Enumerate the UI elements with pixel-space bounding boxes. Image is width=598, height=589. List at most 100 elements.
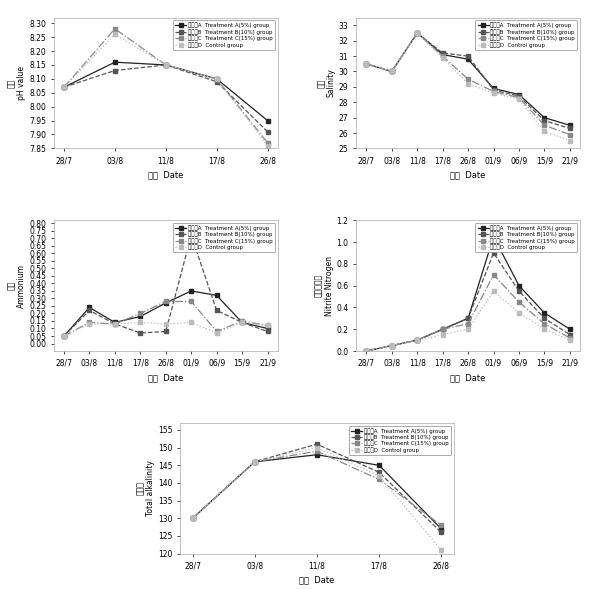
对照组D  Control group [264,322,271,329]
试验组A  Treatment A(5%) group [515,91,523,98]
试验组A  Treatment A(5%) group [313,451,321,458]
试验组C  Treatment C(15%) group [162,298,169,305]
试验组C  Treatment C(15%) group [541,320,548,327]
试验组A  Treatment A(5%) group [465,56,472,63]
试验组A  Treatment A(5%) group [414,29,421,37]
试验组A  Treatment A(5%) group [566,326,573,333]
Line: 对照组D  Control group: 对照组D Control group [62,32,270,148]
Line: 试验组C  Treatment C(15%) group: 试验组C Treatment C(15%) group [62,27,270,145]
对照组D  Control group [414,336,421,343]
对照组D  Control group [264,142,271,149]
对照组D  Control group [541,326,548,333]
试验组C  Treatment C(15%) group [111,320,118,327]
Line: 试验组C  Treatment C(15%) group: 试验组C Treatment C(15%) group [62,299,270,339]
试验组B  Treatment B(10%) group [515,287,523,294]
Legend: 试验组A  Treatment A(5%) group, 试验组B  Treatment B(10%) group, 试验组C  Treatment C(15%: 试验组A Treatment A(5%) group, 试验组B Treatme… [475,21,577,49]
试验组A  Treatment A(5%) group [388,342,395,349]
试验组C  Treatment C(15%) group [566,131,573,138]
试验组C  Treatment C(15%) group [490,272,497,279]
对照组D  Control group [490,287,497,294]
试验组A  Treatment A(5%) group [566,122,573,129]
Line: 试验组A  Treatment A(5%) group: 试验组A Treatment A(5%) group [190,452,444,531]
试验组A  Treatment A(5%) group [60,84,68,91]
试验组A  Treatment A(5%) group [490,233,497,240]
Line: 试验组C  Treatment C(15%) group: 试验组C Treatment C(15%) group [364,31,572,137]
试验组C  Treatment C(15%) group [376,476,383,483]
试验组B  Treatment B(10%) group [490,87,497,94]
Legend: 试验组A  Treatment A(5%) group, 试验组B  Treatment B(10%) group, 试验组C  Treatment C(15%: 试验组A Treatment A(5%) group, 试验组B Treatme… [475,223,577,253]
对照组D  Control group [439,331,446,338]
试验组A  Treatment A(5%) group [490,85,497,92]
试验组C  Treatment C(15%) group [414,336,421,343]
试验组A  Treatment A(5%) group [251,458,258,465]
试验组B  Treatment B(10%) group [414,29,421,37]
试验组C  Treatment C(15%) group [86,319,93,326]
试验组A  Treatment A(5%) group [162,61,169,68]
试验组B  Treatment B(10%) group [515,92,523,100]
试验组B  Treatment B(10%) group [438,529,445,536]
Y-axis label: 总碱度
Total alkalinity: 总碱度 Total alkalinity [136,461,155,516]
对照组D  Control group [213,75,220,82]
试验组B  Treatment B(10%) group [376,469,383,476]
Y-axis label: 含量
Ammonium: 含量 Ammonium [7,264,26,307]
Line: 试验组B  Treatment B(10%) group: 试验组B Treatment B(10%) group [62,62,270,134]
对照组D  Control group [189,515,196,522]
试验组A  Treatment A(5%) group [439,326,446,333]
试验组A  Treatment A(5%) group [388,68,395,75]
对照组D  Control group [388,342,395,349]
试验组B  Treatment B(10%) group [566,331,573,338]
试验组C  Treatment C(15%) group [515,94,523,101]
Line: 试验组A  Treatment A(5%) group: 试验组A Treatment A(5%) group [364,234,572,353]
试验组A  Treatment A(5%) group [541,309,548,316]
试验组A  Treatment A(5%) group [239,319,246,326]
Line: 试验组B  Treatment B(10%) group: 试验组B Treatment B(10%) group [364,250,572,353]
试验组A  Treatment A(5%) group [162,299,169,306]
试验组B  Treatment B(10%) group [388,342,395,349]
对照组D  Control group [515,309,523,316]
试验组C  Treatment C(15%) group [439,326,446,333]
试验组A  Treatment A(5%) group [137,313,144,320]
试验组B  Treatment B(10%) group [414,336,421,343]
对照组D  Control group [465,80,472,87]
Line: 对照组D  Control group: 对照组D Control group [364,289,572,353]
Line: 试验组A  Treatment A(5%) group: 试验组A Treatment A(5%) group [364,31,572,128]
对照组D  Control group [363,60,370,67]
试验组A  Treatment A(5%) group [264,325,271,332]
试验组A  Treatment A(5%) group [213,75,220,82]
试验组A  Treatment A(5%) group [376,462,383,469]
试验组C  Treatment C(15%) group [439,52,446,59]
试验组C  Treatment C(15%) group [264,322,271,329]
Line: 对照组D  Control group: 对照组D Control group [364,31,572,143]
对照组D  Control group [541,128,548,135]
Line: 对照组D  Control group: 对照组D Control group [190,445,444,552]
试验组A  Treatment A(5%) group [438,525,445,532]
试验组B  Treatment B(10%) group [264,128,271,135]
试验组C  Treatment C(15%) group [566,335,573,342]
Line: 试验组C  Treatment C(15%) group: 试验组C Treatment C(15%) group [190,449,444,528]
试验组B  Treatment B(10%) group [251,458,258,465]
试验组C  Treatment C(15%) group [465,320,472,327]
试验组C  Treatment C(15%) group [388,342,395,349]
对照组D  Control group [515,95,523,102]
对照组D  Control group [86,320,93,327]
试验组C  Treatment C(15%) group [162,61,169,68]
Line: 试验组B  Treatment B(10%) group: 试验组B Treatment B(10%) group [190,442,444,535]
Line: 试验组A  Treatment A(5%) group: 试验组A Treatment A(5%) group [62,59,270,123]
试验组C  Treatment C(15%) group [515,299,523,306]
X-axis label: 日期  Date: 日期 Date [450,171,486,180]
对照组D  Control group [313,444,321,451]
试验组C  Treatment C(15%) group [388,68,395,75]
试验组A  Treatment A(5%) group [111,59,118,66]
对照组D  Control group [439,54,446,61]
对照组D  Control group [388,68,395,75]
试验组B  Treatment B(10%) group [162,328,169,335]
试验组C  Treatment C(15%) group [465,75,472,82]
X-axis label: 日期  Date: 日期 Date [148,171,184,180]
试验组B  Treatment B(10%) group [239,319,246,326]
Y-axis label: 盐度
Salinity: 盐度 Salinity [316,69,336,97]
试验组C  Treatment C(15%) group [313,448,321,455]
X-axis label: 日期  Date: 日期 Date [299,576,335,585]
对照组D  Control group [363,348,370,355]
试验组C  Treatment C(15%) group [137,310,144,317]
试验组B  Treatment B(10%) group [541,315,548,322]
